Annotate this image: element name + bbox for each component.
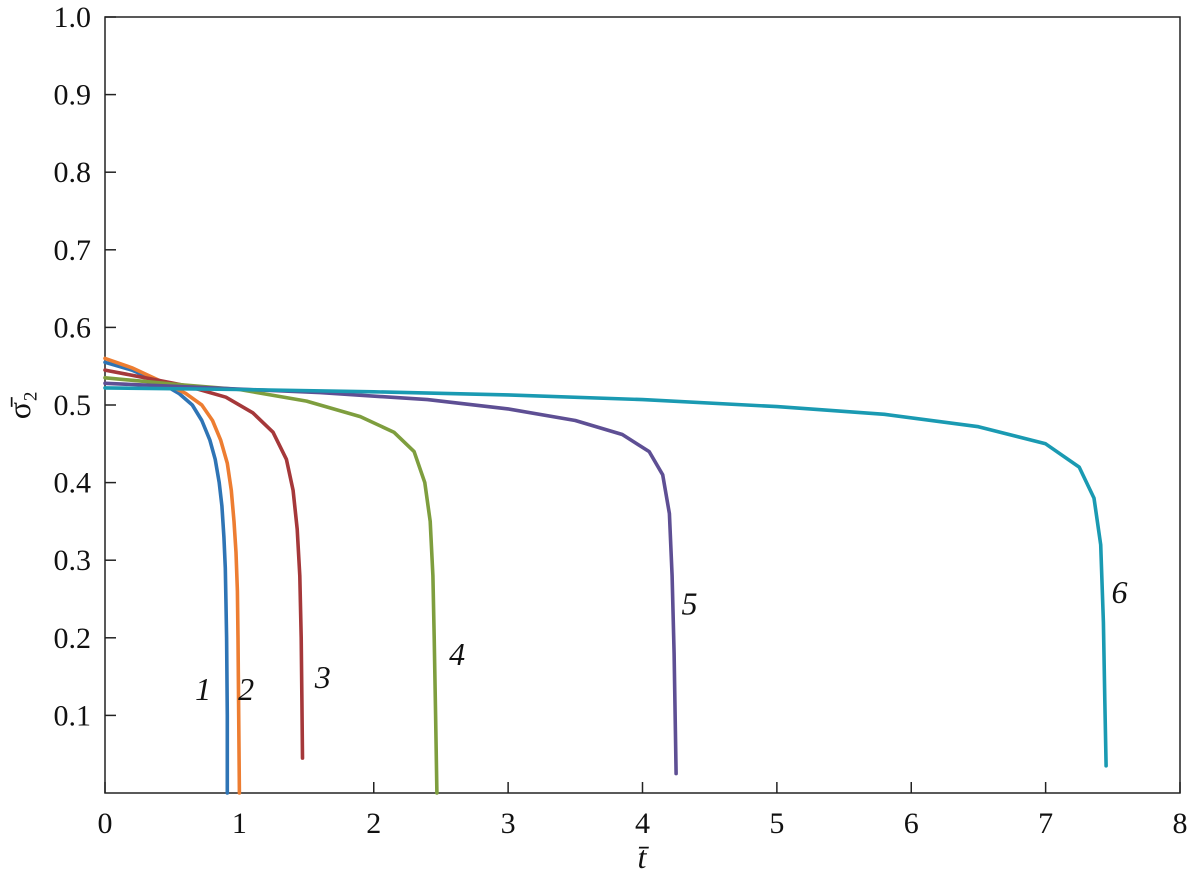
curve-labels: 1 2 3 4 5 6 (195, 574, 1127, 707)
y-tick-label: 0.7 (54, 234, 92, 267)
series-layer (103, 356, 1108, 795)
x-tick-label: 6 (904, 807, 919, 840)
y-tick-label: 1.0 (54, 1, 92, 34)
x-tick-label: 0 (98, 807, 113, 840)
y-tick-label: 0.8 (54, 156, 92, 189)
series-line-1 (103, 360, 230, 795)
axis-tick-labels: 0 1 2 3 4 5 6 7 80.10.20.30.40.50.60.70.80.91.0 (54, 1, 1188, 840)
y-tick-label: 0.5 (54, 389, 92, 422)
series-line-2 (103, 356, 242, 795)
series-line-4 (103, 376, 439, 795)
axis-ticks (104, 16, 1181, 793)
x-tick-label: 7 (1038, 807, 1053, 840)
x-axis-title: t̄ (638, 839, 650, 875)
curve-label-6: 6 (1112, 574, 1128, 610)
series-line-5 (103, 381, 678, 776)
curve-label-4: 4 (449, 636, 465, 672)
y-tick-label: 0.3 (54, 544, 92, 577)
y-axis-title: σ̄₂ (1, 391, 37, 419)
series-line-6 (103, 386, 1108, 768)
x-tick-label: 8 (1173, 807, 1188, 840)
plot-area (104, 16, 1181, 794)
x-tick-label: 5 (769, 807, 784, 840)
curve-label-3: 3 (314, 659, 331, 695)
y-tick-label: 0.9 (54, 79, 92, 112)
curve-label-2: 2 (238, 671, 254, 707)
x-tick-label: 3 (501, 807, 516, 840)
x-tick-label: 1 (232, 807, 247, 840)
y-tick-label: 0.4 (54, 467, 92, 500)
y-tick-label: 0.2 (54, 622, 92, 655)
curve-label-5: 5 (682, 586, 698, 622)
y-tick-label: 0.6 (54, 311, 92, 344)
x-tick-label: 2 (366, 807, 381, 840)
y-tick-label: 0.1 (54, 699, 92, 732)
x-tick-label: 4 (635, 807, 650, 840)
curve-label-1: 1 (195, 671, 211, 707)
